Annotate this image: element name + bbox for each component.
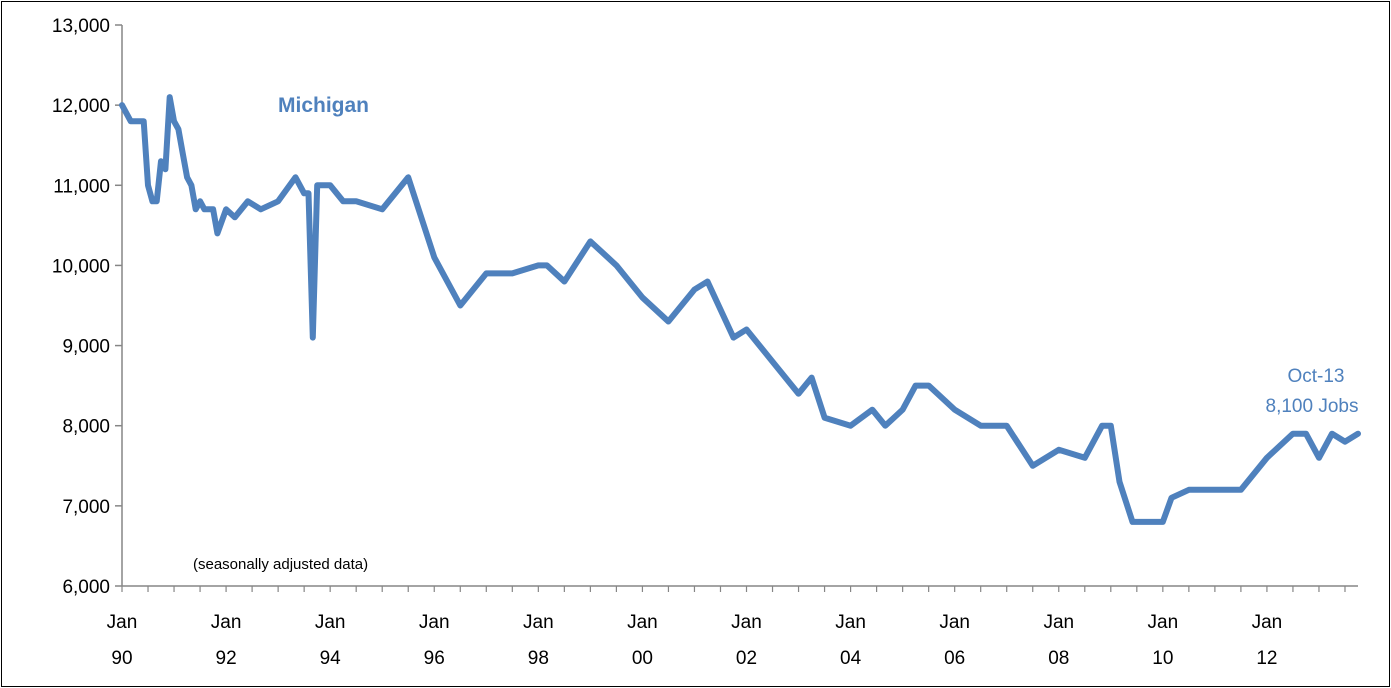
callout-date: Oct-13: [1287, 366, 1344, 387]
x-tick-label-month: Jan: [1252, 612, 1283, 633]
x-tick-label-year: 12: [1256, 648, 1277, 669]
x-tick-label-year: 94: [320, 648, 342, 669]
x-tick-label-year: 96: [424, 648, 445, 669]
x-tick-label-year: 90: [111, 648, 132, 669]
y-tick-label: 13,000: [52, 16, 110, 37]
seasonal-note: (seasonally adjusted data): [193, 556, 368, 573]
x-tick-label-year: 04: [840, 648, 862, 669]
x-tick-label-year: 98: [528, 648, 549, 669]
x-tick-label-year: 06: [944, 648, 965, 669]
x-tick-label-month: Jan: [211, 612, 242, 633]
y-tick-label: 6,000: [62, 577, 110, 598]
x-tick-label-month: Jan: [939, 612, 970, 633]
x-tick-label-month: Jan: [1148, 612, 1179, 633]
x-tick-label-month: Jan: [835, 612, 866, 633]
x-tick-label-month: Jan: [523, 612, 554, 633]
x-tick-label-year: 00: [632, 648, 653, 669]
y-axis: 6,000 7,000 8,000 9,000 10,000 11,000 12,000 13…: [52, 16, 123, 598]
y-tick-label: 8,000: [62, 417, 110, 438]
x-tick-label-month: Jan: [1043, 612, 1074, 633]
y-tick-label: 11,000: [53, 176, 110, 197]
x-tick-label-year: 02: [736, 648, 757, 669]
x-tick-label-year: 92: [216, 648, 237, 669]
x-tick-label-month: Jan: [315, 612, 346, 633]
x-tick-label-month: Jan: [419, 612, 450, 633]
x-tick-label-year: 10: [1152, 648, 1173, 669]
series-line-michigan: [119, 94, 1361, 525]
x-tick-label-month: Jan: [627, 612, 658, 633]
y-tick-label: 12,000: [52, 96, 110, 117]
x-tick-label-month: Jan: [107, 612, 138, 633]
y-tick-label: 9,000: [62, 337, 110, 358]
callout-value: 8,100 Jobs: [1266, 396, 1359, 417]
series-label-michigan: Michigan: [278, 94, 369, 117]
series-group: [119, 94, 1361, 525]
x-tick-label-month: Jan: [731, 612, 762, 633]
x-axis: Jan 90 Jan 92 Jan 94 Jan 96 Jan 98 Jan 00 Jan 02 Jan 04…: [107, 585, 1358, 669]
y-tick-label: 10,000: [52, 256, 110, 277]
y-tick-label: 7,000: [62, 497, 110, 518]
x-tick-label-year: 08: [1048, 648, 1069, 669]
